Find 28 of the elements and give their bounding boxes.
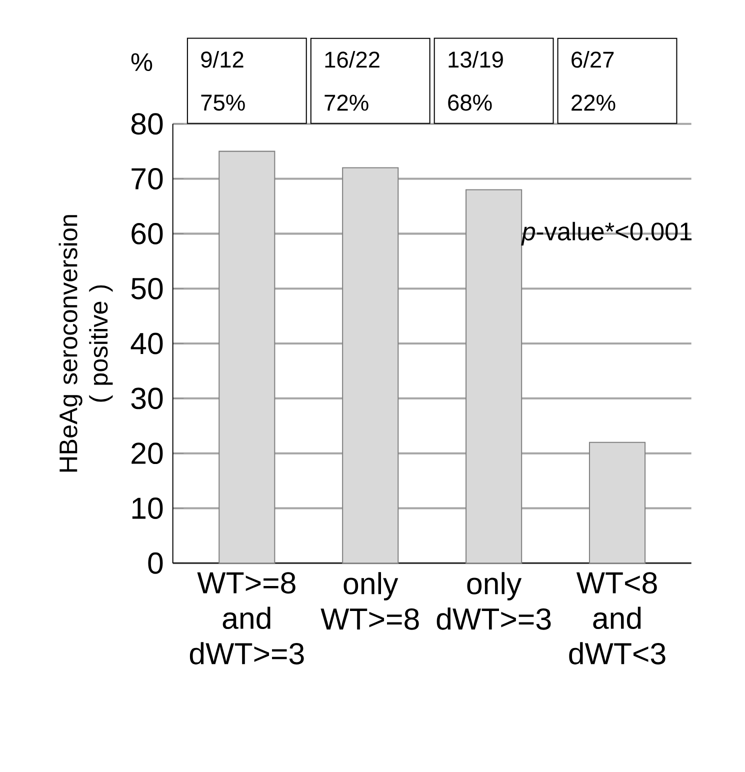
text: 22% — [571, 94, 616, 111]
text: 13/19 — [448, 50, 503, 68]
y-tick-label: 50 — [131, 278, 163, 300]
text: % — [131, 53, 152, 71]
y-tick-label: 20 — [131, 442, 163, 464]
x-tick-label: only dWT>=3 — [436, 572, 551, 630]
y-tick-label: 0 — [148, 552, 163, 574]
text: 72% — [324, 94, 368, 111]
x-tick-label: WT>=8 and dWT>=3 — [190, 572, 304, 664]
y-tick-label: 10 — [132, 497, 163, 519]
bar — [342, 167, 398, 564]
text: 9/12 — [200, 50, 244, 68]
text: 16/22 — [325, 51, 380, 68]
y-tick-label: 80 — [131, 113, 163, 135]
text: 75% — [201, 94, 245, 111]
y-tick-label: 60 — [131, 222, 163, 244]
y-tick-label: 70 — [131, 168, 163, 190]
text: 6/27 — [571, 51, 614, 68]
y-tick-label: 40 — [130, 332, 163, 354]
y-tick-label: 30 — [131, 388, 163, 410]
x-tick-label: WT<8 and dWT<3 — [568, 572, 666, 664]
y-axis-title: HBeAg seroconversion ( positive ) — [58, 215, 113, 472]
annotation: p-value*<0.001 — [520, 222, 692, 246]
bar — [588, 442, 646, 564]
bar — [465, 189, 522, 564]
bar — [218, 150, 276, 564]
x-tick-label: only WT>=8 — [320, 572, 419, 630]
text: 68% — [448, 94, 492, 111]
